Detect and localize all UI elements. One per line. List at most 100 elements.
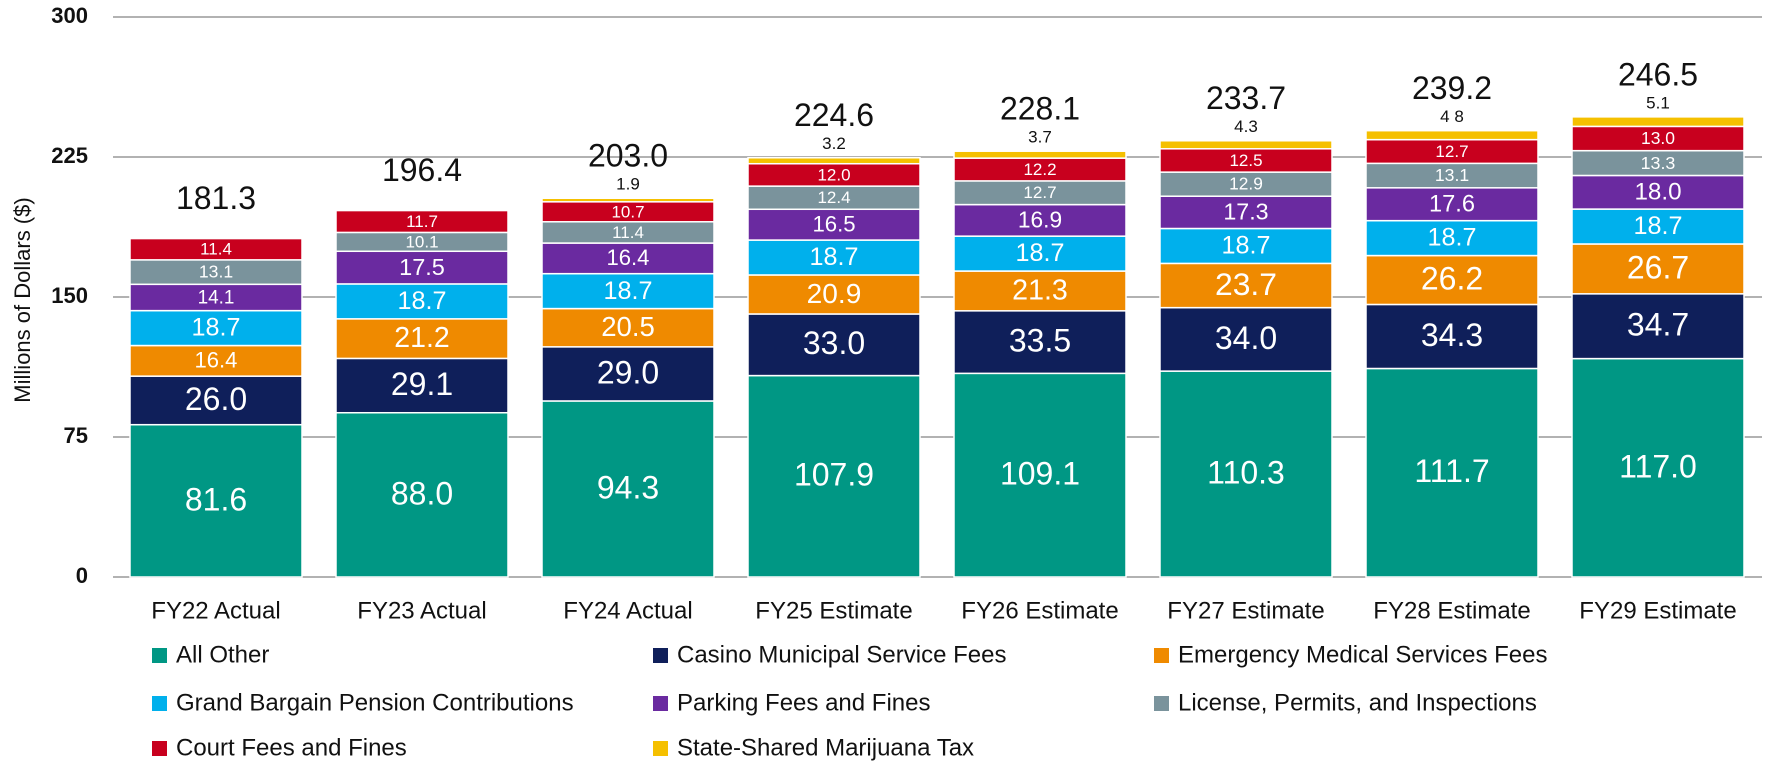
data-label: 34.7 (1627, 307, 1689, 343)
data-label: 14.1 (198, 287, 235, 308)
legend-label: Parking Fees and Fines (677, 689, 930, 716)
bar-segment (1571, 293, 1745, 360)
data-label: 18.7 (1634, 212, 1683, 240)
x-tick-label: FY26 Estimate (961, 597, 1118, 624)
data-label: 20.5 (601, 311, 655, 342)
data-label: 94.3 (597, 469, 659, 505)
legend-label: Grand Bargain Pension Contributions (176, 689, 574, 716)
bar-segment (1571, 116, 1745, 128)
bar-segment (1365, 129, 1539, 141)
legend-swatch (1154, 648, 1169, 663)
bar-segment (541, 307, 715, 348)
data-label: 111.7 (1414, 453, 1489, 489)
total-label: 246.5 (1618, 56, 1698, 92)
bar-segment (1571, 357, 1745, 578)
data-label: 3.7 (1028, 128, 1052, 147)
legend-swatch (152, 741, 167, 756)
data-label: 26.7 (1627, 249, 1689, 285)
data-label: 12.7 (1023, 183, 1056, 202)
data-label: 88.0 (391, 475, 453, 511)
bar-segment (335, 318, 509, 360)
legend-label: Casino Municipal Service Fees (677, 641, 1006, 668)
data-label: 3.2 (822, 134, 846, 153)
data-label: 18.7 (604, 277, 653, 305)
bar-segment (129, 375, 303, 426)
data-label: 110.3 (1207, 455, 1285, 491)
legend-swatch (152, 648, 167, 663)
legend-label: State-Shared Marijuana Tax (677, 734, 974, 761)
x-tick-label: FY23 Actual (357, 597, 486, 624)
data-label: 117.0 (1619, 448, 1697, 484)
bar-segment (747, 239, 921, 276)
data-label: 12.2 (1023, 160, 1056, 179)
legend-swatch (152, 696, 167, 711)
data-label: 11.4 (200, 240, 232, 259)
x-tick-label: FY22 Actual (151, 597, 280, 624)
data-label: 12.9 (1229, 174, 1263, 194)
bar-segment (953, 270, 1127, 312)
data-label: 17.5 (399, 254, 445, 280)
data-label: 16.4 (195, 348, 238, 373)
data-label: 18.7 (1428, 224, 1477, 252)
bar-segment (335, 209, 509, 234)
data-label: 17.6 (1429, 191, 1475, 217)
data-label: 20.9 (807, 278, 862, 309)
bar-segment (541, 400, 715, 578)
total-label: 239.2 (1412, 70, 1492, 106)
bar-segment (1159, 171, 1333, 197)
bar-segment (541, 346, 715, 402)
data-label: 21.3 (1012, 274, 1068, 306)
data-label: 17.3 (1223, 198, 1268, 224)
bar-segment (541, 197, 715, 203)
x-tick-label: FY28 Estimate (1373, 597, 1530, 624)
data-label: 26.2 (1421, 260, 1483, 296)
data-label: 107.9 (794, 457, 874, 493)
data-label: 23.7 (1215, 266, 1277, 302)
data-label: 29.0 (597, 354, 659, 390)
bar-segment (1365, 219, 1539, 257)
bar-segment (1159, 262, 1333, 309)
bar-segment (953, 372, 1127, 578)
data-label: 12.4 (817, 188, 850, 207)
data-label: 10.1 (405, 232, 438, 251)
data-label: 1.9 (616, 175, 640, 194)
bar-segment (335, 283, 509, 320)
bar-segment (1571, 174, 1745, 210)
data-label: 81.6 (185, 481, 247, 517)
bar-segment (1159, 195, 1333, 230)
bar-segment (1159, 306, 1333, 372)
legend-swatch (653, 696, 668, 711)
legend-label: License, Permits, and Inspections (1178, 689, 1537, 716)
data-label: 4.3 (1234, 117, 1258, 136)
bar-segment (1571, 208, 1745, 245)
bar-segment (747, 274, 921, 315)
data-label: 34.3 (1421, 317, 1483, 353)
data-label: 5.1 (1646, 93, 1670, 112)
x-tick-label: FY27 Estimate (1167, 597, 1324, 624)
bar-segment (747, 313, 921, 377)
bar-segment (1159, 140, 1333, 150)
bar-segment (953, 310, 1127, 375)
data-label: 12.0 (817, 165, 850, 184)
data-label: 18.0 (1634, 179, 1681, 206)
bar-segment (1365, 254, 1539, 306)
total-label: 196.4 (382, 152, 462, 188)
bar-segment (129, 423, 303, 578)
data-label: 13.3 (1641, 153, 1676, 173)
bar-segment (541, 242, 715, 275)
bar-segment (335, 250, 509, 285)
data-label: 10.7 (611, 202, 644, 221)
bar-segment (335, 357, 509, 414)
legend-swatch (653, 741, 668, 756)
data-label: 18.7 (1016, 239, 1065, 267)
data-label: 16.9 (1018, 206, 1062, 232)
x-tick-label: FY24 Actual (563, 597, 692, 624)
bar-segment (1365, 187, 1539, 222)
bar-segment (747, 156, 921, 165)
y-tick-label: 300 (51, 3, 88, 28)
total-label: 181.3 (176, 180, 256, 216)
total-label: 228.1 (1000, 91, 1080, 127)
total-label: 203.0 (588, 138, 668, 174)
y-tick-label: 0 (76, 563, 88, 588)
bar-segment (1365, 162, 1539, 189)
